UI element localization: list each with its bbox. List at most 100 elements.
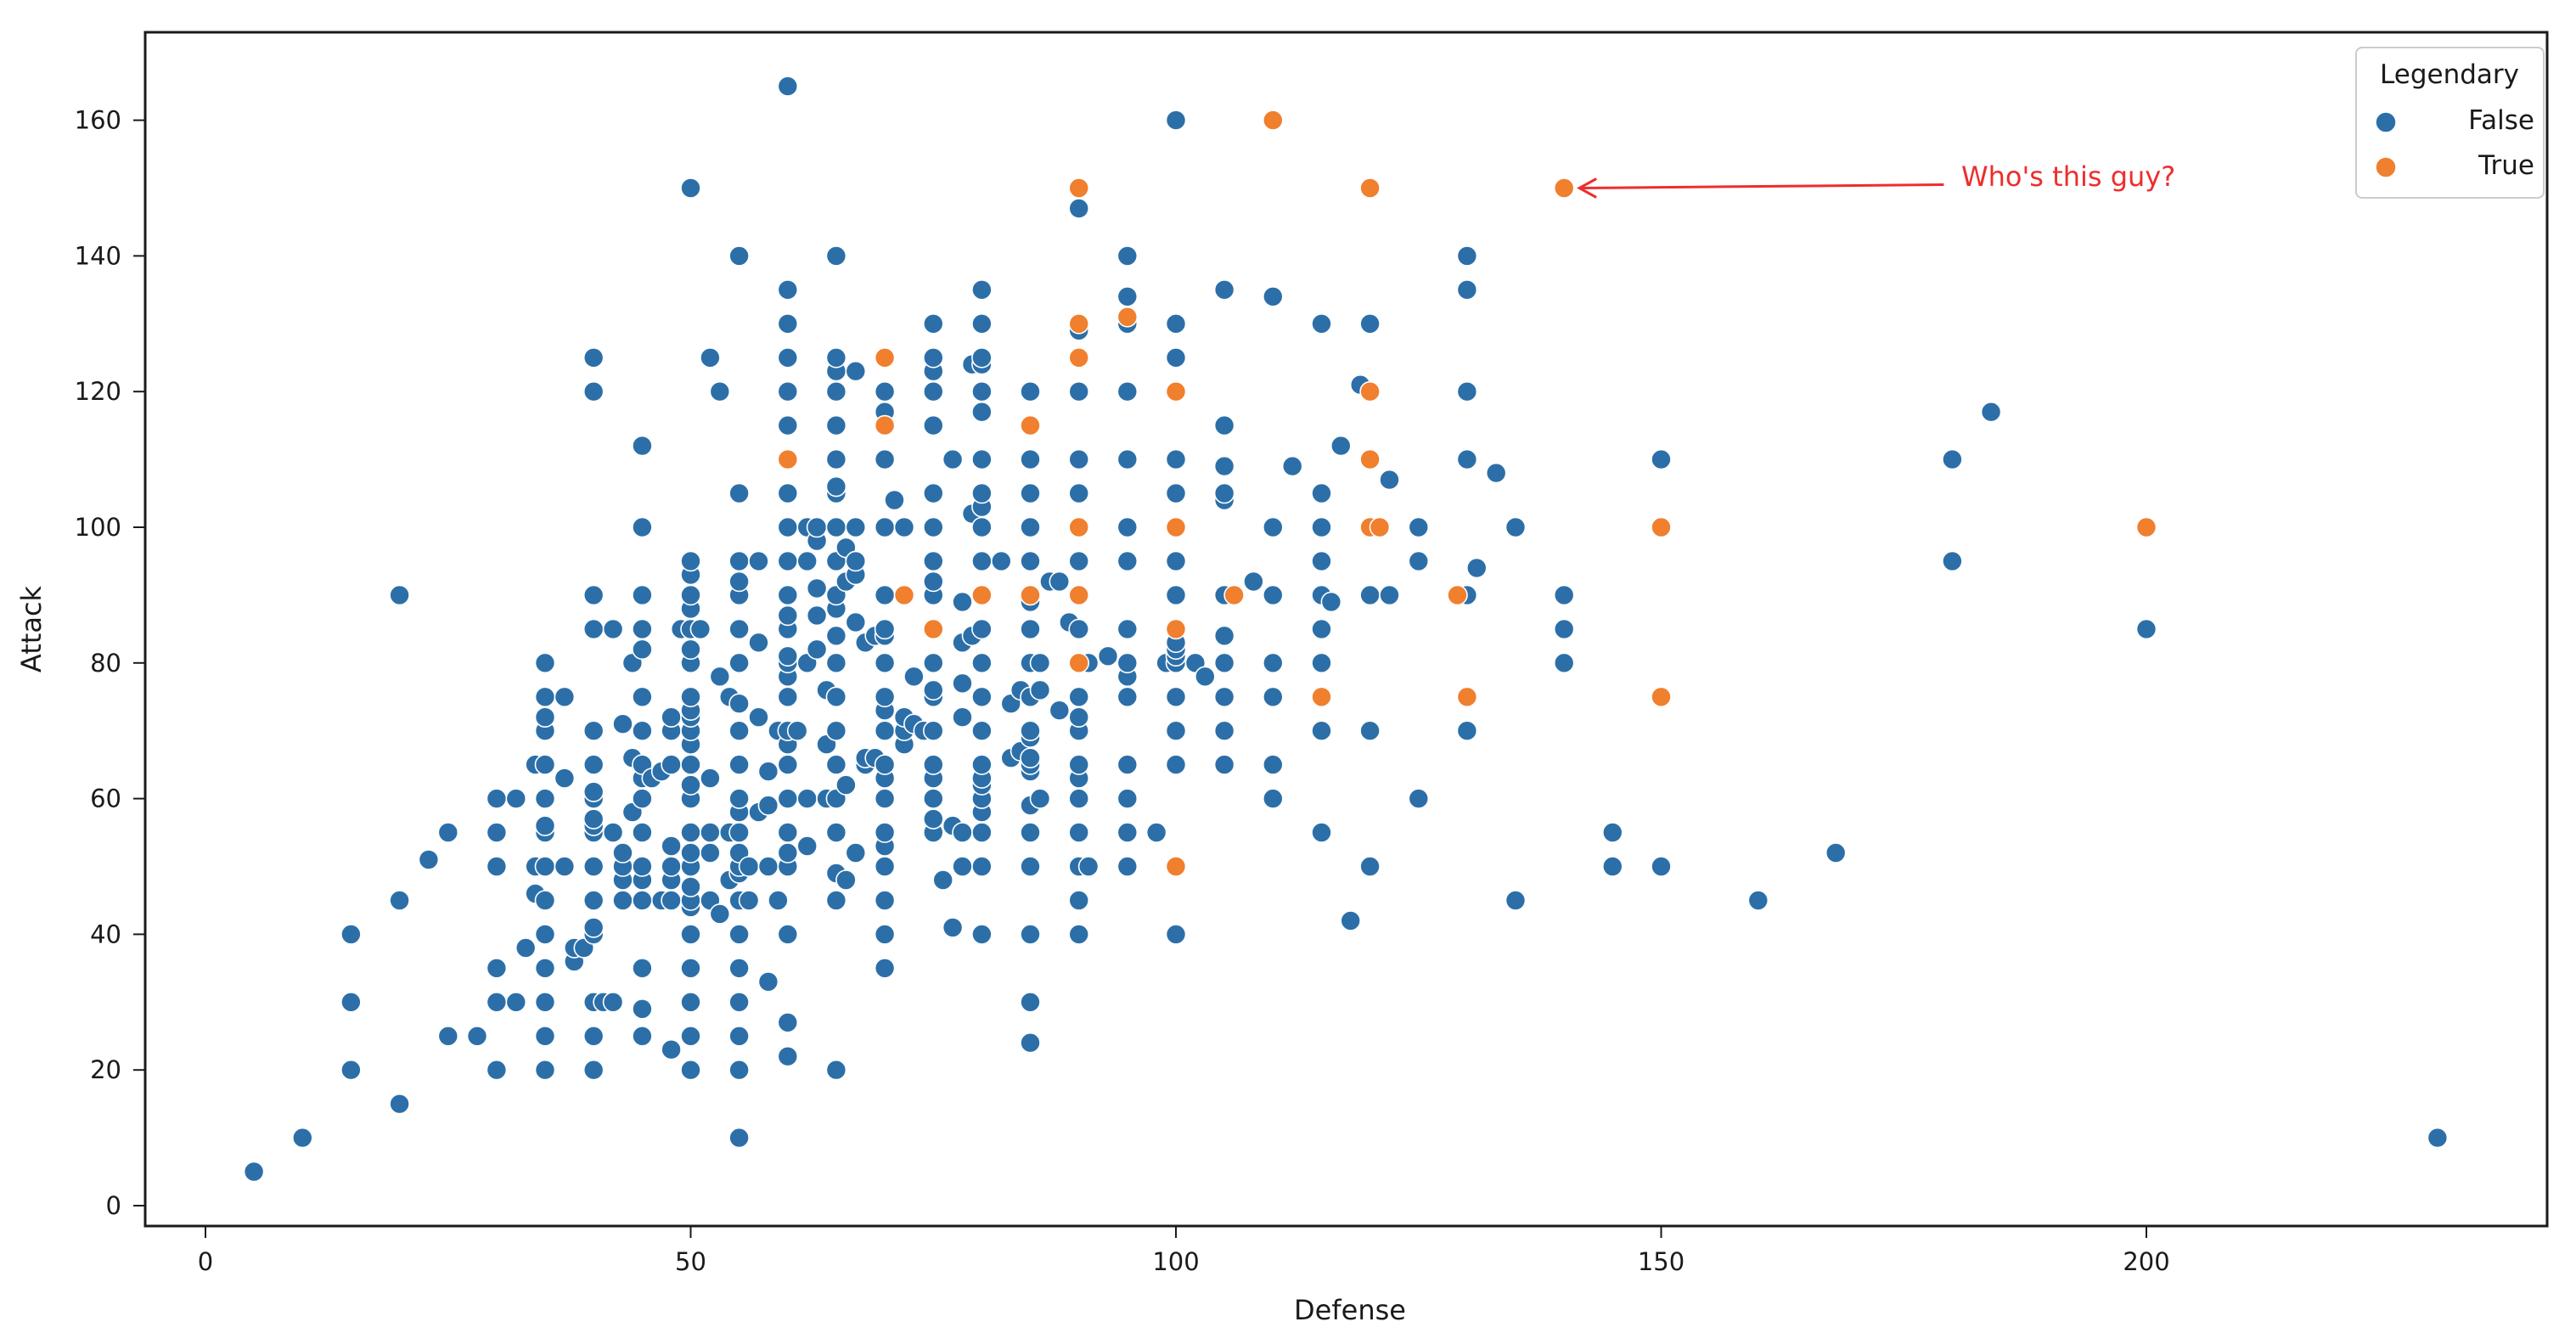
data-point-false [1068,788,1089,809]
data-point-false [534,754,556,775]
data-point-false [806,605,828,627]
data-point-false [1281,455,1303,477]
data-point-false [486,958,508,979]
data-point-false [1311,618,1332,640]
data-point-false [632,890,653,911]
data-point-false [825,754,847,775]
data-point-false [709,380,731,402]
data-point-false [680,550,701,572]
data-point-false [582,808,605,830]
data-point-false [728,693,750,715]
data-point-false [1213,414,1235,436]
data-point-false [582,890,605,911]
data-point-false [893,516,915,538]
y-axis: 0 20 40 60 80 100 120 140 160 [75,106,145,1220]
plot-frame [143,31,2549,1228]
data-point-false [1068,482,1089,504]
data-point-false [1020,924,1041,945]
data-point-false [700,822,721,843]
annotation: Who's this guy? [1577,160,2175,199]
data-point-false [1213,754,1235,775]
data-point-false [1068,686,1089,708]
data-point-false [1263,686,1284,708]
data-point-false [582,781,605,802]
data-point-false [923,414,944,436]
data-point-false [632,788,653,809]
data-point-false [1020,618,1041,640]
data-point-false [971,822,993,843]
x-tick-label: 50 [675,1247,706,1276]
data-point-false [554,686,576,708]
data-point-false [777,754,799,775]
data-point-false [1116,822,1139,843]
data-point-false [700,842,721,863]
data-point-false [884,489,905,511]
data-point-false [728,1059,750,1081]
data-point-false [748,706,769,728]
data-point-false [728,924,750,945]
data-point-false [777,584,799,606]
data-point-false [1068,822,1089,843]
data-point-false [582,856,605,877]
data-point-false [874,584,896,606]
data-point-false [903,666,925,688]
data-point-false [971,401,993,423]
annotation-arrow-line [1579,183,1944,189]
data-point-true [1068,312,1089,335]
data-point-false [942,917,964,938]
data-point-false [923,571,944,593]
data-point-false [554,768,576,789]
data-point-false [2427,1127,2449,1149]
data-point-false [1243,571,1264,593]
data-point-false [680,774,701,796]
data-point-false [728,550,750,572]
data-point-false [389,584,410,606]
data-point-false [1408,550,1430,572]
data-point-false [796,550,818,572]
data-point-false [748,550,769,572]
legend-label-false: False [2468,105,2534,136]
data-point-false [1116,550,1139,572]
data-point-false [418,849,440,870]
data-point-false [340,1059,362,1081]
data-point-false [1165,448,1187,470]
data-point-false [971,550,993,572]
data-point-false [777,380,799,402]
data-point-false [874,822,896,843]
data-point-false [1077,856,1100,877]
data-point-false [728,245,750,267]
data-point-true [874,346,896,368]
data-point-false [602,822,624,843]
data-point-false [923,516,944,538]
x-axis-label: Defense [1294,1294,1406,1326]
data-point-false [971,516,993,538]
data-point-false [486,788,508,809]
data-point-false [728,482,750,504]
data-point-false [1165,584,1187,606]
data-point-false [1505,890,1527,911]
legend-title: Legendary [2380,59,2519,90]
data-point-true [1369,516,1391,538]
data-point-false [389,1093,410,1115]
data-point-false [728,958,750,979]
data-point-false [1651,448,1672,470]
data-point-false [796,835,818,857]
data-point-false [1263,652,1284,674]
data-point-false [874,924,896,945]
data-point-false [923,550,944,572]
y-tick-label: 60 [90,785,121,813]
data-point-false [923,482,944,504]
data-point-false [534,958,556,979]
data-point-true [1359,380,1381,402]
data-point-false [1068,618,1089,640]
data-point-false [486,822,508,843]
data-point-false [748,632,769,654]
y-axis-label: Attack [15,585,48,672]
data-point-true [1020,414,1041,436]
data-point-false [1263,285,1284,307]
data-point-false [971,448,993,470]
x-tick-label: 200 [2123,1247,2169,1276]
data-point-false [505,788,527,809]
data-point-false [971,346,993,368]
data-point-false [777,346,799,368]
